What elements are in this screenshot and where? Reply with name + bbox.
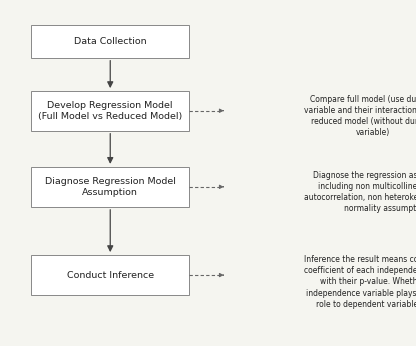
Text: Compare full model (use dummy
variable and their interactions) with
reduced mode: Compare full model (use dummy variable a… bbox=[304, 95, 416, 137]
Text: Inference the result means compare the
coefficient of each independent variable
: Inference the result means compare the c… bbox=[304, 255, 416, 309]
Text: Data Collection: Data Collection bbox=[74, 37, 146, 46]
Text: Develop Regression Model
(Full Model vs Reduced Model): Develop Regression Model (Full Model vs … bbox=[38, 101, 182, 121]
Text: Diagnose the regression assumptions
including non multicollinearity, non
autocor: Diagnose the regression assumptions incl… bbox=[304, 171, 416, 213]
Bar bbox=[31, 167, 189, 207]
Bar bbox=[31, 91, 189, 130]
Bar bbox=[31, 25, 189, 58]
Bar bbox=[31, 255, 189, 295]
Text: Conduct Inference: Conduct Inference bbox=[67, 271, 154, 280]
Text: Diagnose Regression Model
Assumption: Diagnose Regression Model Assumption bbox=[45, 177, 176, 197]
